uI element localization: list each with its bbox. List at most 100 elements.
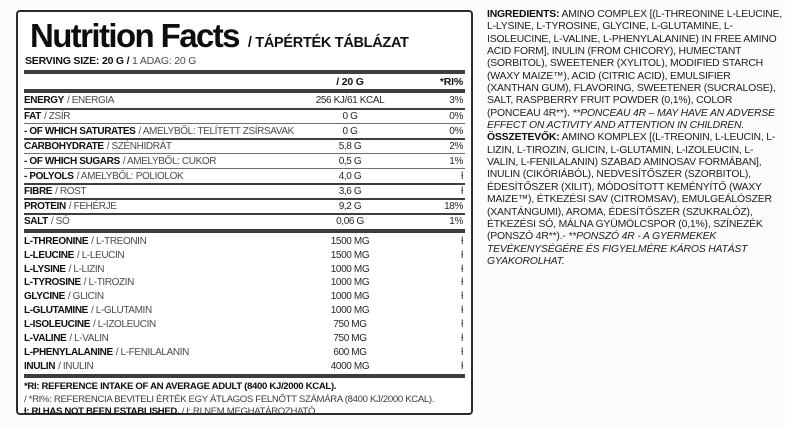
nutrient-amount: 1000 MG [330,263,370,275]
nutrient-ri-value: 3% [449,95,463,107]
nutrient-amount: 0 G [342,111,358,123]
divider-bar-footer [24,374,465,379]
serving-size-line: SERVING SIZE: 20 G / 1 ADAG: 20 G [25,55,465,67]
nutrient-name: L-GLUTAMINE / L-GLUTAMIN [24,305,285,316]
nutrient-amount: 9,2 G [338,201,362,213]
nutrient-name: FIBRE / ROST [24,186,285,197]
nutrient-name-en: L-VALINE [24,333,67,345]
nutrient-name-hu: / AMELYBŐL: POLIOLOK [76,170,184,182]
nutrient-name: INULIN / INULIN [24,361,285,372]
footnote-ri-en: *RI: REFERENCE INTAKE OF AN AVERAGE ADUL… [24,381,337,393]
nutrient-name-hu: / L-VALIN [69,333,109,345]
nutrient-name-en: - POLYOLS [24,170,74,182]
nutrient-ri-value: ƚ [461,319,463,331]
nutrition-facts-panel: Nutrition Facts / TÁPÉRTÉK TÁBLÁZAT SERV… [16,10,473,417]
divider-bar-header [24,89,465,94]
ingredients-warning-en: **PONCEAU 4R – MAY HAVE AN ADVERSE EFFEC… [487,107,775,132]
nutrient-amount: 0,5 G [338,155,362,167]
nutrient-amount: 3,6 G [338,186,362,198]
nutrient-amount: 750 MG [333,319,367,331]
nutrient-ri-value: ƚ [461,277,463,289]
divider-bar-top [24,70,465,75]
nutrient-amount: 5,8 G [338,141,362,153]
nutrient-name-en: CARBOHYDRATE [24,141,104,153]
nutrient-amount: 0,06 G [336,216,364,228]
nutrient-name: L-TYROSINE / L-TIROZIN [24,277,285,288]
nutrient-amount: 600 MG [333,346,367,358]
nutrient-name-en: SALT [24,216,48,228]
ingredients-label-en: INGREDIENTS: [487,9,560,20]
serving-size-en: SERVING SIZE: 20 G / [25,55,130,68]
ingredients-warning-hu: **PONSZÓ 4R - A GYERMEKEK TEVÉKENYSÉGÉRE… [487,231,748,267]
nutrient-name-en: L-ISOLEUCINE [24,319,90,331]
table-row: GLYCINE / GLICIN 1000 MG ƚ [24,290,465,304]
nutrient-ri-value: 1% [449,216,463,228]
nutrient-ri-value: 18% [444,201,463,213]
ingredients-paragraph-hu: ÖSSZETEVŐK: AMINO KOMPLEX [(L-TREONIN, L… [487,132,783,268]
nutrient-name-en: FAT [24,111,42,123]
column-header-amount: / 20 G [336,75,364,88]
nutrient-name: SALT / SÓ [24,216,285,227]
nutrient-name-hu: / GLICIN [67,291,104,303]
nutrient-name: GLYCINE / GLICIN [24,291,285,302]
ingredients-paragraph-en: INGREDIENTS: AMINO COMPLEX [(L-THREONINE… [487,9,783,132]
nutrient-name-hu: / ENERGIA [66,95,115,107]
nutrient-name-en: ENERGY [24,95,64,107]
nutrient-name: L-PHENYLALANINE / L-FENILALANIN [24,347,285,358]
nutrient-ri-value: ƚ [461,249,463,261]
table-row: INULIN / INULIN 4000 MG ƚ [24,359,465,373]
table-row: - OF WHICH SUGARS / AMELYBŐL: CUKOR 0,5 G… [24,153,465,168]
nutrient-amount: 1000 MG [330,291,370,303]
nutrient-name-hu: / INULIN [58,360,94,372]
nutrient-name-en: L-THREONINE [24,235,89,247]
nutrient-name-hu: / L-LIZIN [68,263,105,275]
nutrient-name-en: L-PHENYLALANINE [24,346,113,358]
nutrient-ri-value: 0% [449,125,463,137]
nutrient-ri-value: ƚ [461,186,463,198]
ingredients-column: INGREDIENTS: AMINO COMPLEX [(L-THREONINE… [487,9,783,268]
nutrient-ri-value: ƚ [461,346,463,358]
nutrient-name-hu: / AMELYBŐL: TELÍTETT ZSÍRSAVAK [138,125,294,137]
section-divider-bar [24,229,465,234]
table-row: L-VALINE / L-VALIN 750 MG ƚ [24,332,465,346]
table-column-header: / 20 G *RI% [24,74,465,89]
table-row: L-GLUTAMINE / L-GLUTAMIN 1000 MG ƚ [24,304,465,318]
nutrient-ri-value: ƚ [461,333,463,345]
table-row: - POLYOLS / AMELYBŐL: POLIOLOK 4,0 G ƚ [24,168,465,183]
nutrient-amount: 4000 MG [330,360,370,372]
nutrient-ri-value: ƚ [461,360,463,372]
nutrient-name-hu: / SZÉNHIDRÁT [106,141,172,153]
nutrient-name-en: L-GLUTAMINE [24,305,88,317]
nutrient-ri-value: ƚ [461,291,463,303]
ingredients-body-hu: AMINO KOMPLEX [(L-TREONIN, L-LEUCIN, L-L… [487,132,776,243]
ingredients-label-hu: ÖSSZETEVŐK: [487,132,560,144]
table-row: SALT / SÓ 0,06 G 1% [24,213,465,228]
footnote-dagger: ƚ: RI HAS NOT BEEN ESTABLISHED. / ƚ: RI … [24,406,318,418]
nutrient-name-hu: / L-GLUTAMIN [90,305,152,317]
footnote-ri-hu: / *RI%: REFERENCIA BEVITELI ÉRTÉK EGY ÁT… [24,393,435,405]
nutrient-amount: 750 MG [333,333,367,345]
nutrient-name: L-ISOLEUCINE / L-IZOLEUCIN [24,319,285,330]
nutrient-name: PROTEIN / FEHÉRJE [24,201,285,212]
nutrient-name-en: L-TYROSINE [24,277,81,289]
page-title: Nutrition Facts [30,17,240,54]
nutrient-name-hu: / ROST [55,186,87,198]
nutrient-name-en: L-LEUCINE [24,249,74,261]
nutrient-amount: 256 KJ/61 KCAL [315,95,385,107]
nutrient-name-en: GLYCINE [24,291,65,303]
nutrient-amount: 1500 MG [330,249,370,261]
table-row: L-PHENYLALANINE / L-FENILALANIN 600 MG ƚ [24,345,465,359]
nutrient-ri-value: 1% [449,155,463,167]
table-row: FAT / ZSÍR 0 G 0% [24,108,465,123]
table-row: L-THREONINE / L-TREONIN 1500 MG ƚ [24,234,465,248]
table-row: - OF WHICH SATURATES / AMELYBŐL: TELÍTETT… [24,123,465,138]
nutrient-ri-value: ƚ [461,170,463,182]
column-header-ri: *RI% [439,75,463,88]
ingredients-body-en: AMINO COMPLEX [(L-THREONINE L-LEUCINE, L… [487,9,783,119]
table-row: L-LYSINE / L-LIZIN 1000 MG ƚ [24,262,465,276]
nutrient-name: L-LEUCINE / L-LEUCIN [24,250,285,261]
nutrient-name-hu: / L-TIROZIN [83,277,135,289]
nutrient-name-hu: / ZSÍR [44,111,71,123]
nutrient-name: ENERGY / ENERGIA [24,95,285,106]
